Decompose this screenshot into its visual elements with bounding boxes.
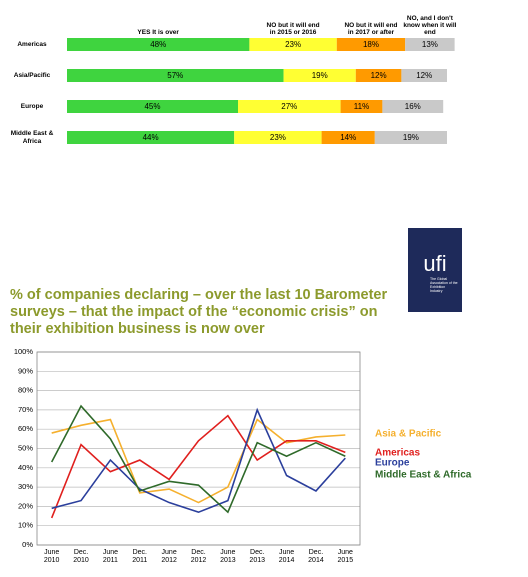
x-tick-label: June 2014 [278,549,295,564]
value-label: 12% [416,71,432,80]
x-tick-label: June 2015 [337,549,354,564]
value-label: 57% [167,71,183,80]
bar-segment [67,38,250,51]
legend-label: Americas [375,448,420,459]
legend-header: YES It is over [137,28,179,36]
line-series [50,404,346,514]
y-tick-label: 0% [22,540,33,549]
value-label: 23% [270,133,286,142]
value-label: 44% [143,133,159,142]
bar-segment [249,38,337,51]
x-tick-label: June 2011 [102,549,118,564]
x-tick-label: Dec. 2012 [190,549,207,564]
x-tick-label: June 2010 [43,549,60,564]
y-tick-label: 10% [18,521,33,530]
value-label: 11% [354,102,369,111]
category-label: Middle East & Africa [10,130,54,145]
x-tick-label: Dec. 2013 [249,549,265,564]
bar-segment [67,100,238,113]
line-series [51,407,346,514]
bar-segment [374,131,447,144]
bar-segment [321,131,375,144]
bar-segment [67,131,235,144]
bar-segment [283,69,356,82]
x-tick-label: June 2012 [161,549,177,564]
value-label: 14% [340,133,356,142]
legend-header: NO but it will end in 2015 or 2016 [266,21,320,36]
bar-segment [234,131,322,144]
y-tick-label: 100% [14,347,34,356]
category-label: Europe [20,102,44,110]
y-tick-label: 30% [18,482,33,491]
category-label: Asia/Pacific [13,71,51,79]
logo-text: ufi [423,251,447,276]
value-label: 19% [312,71,328,80]
bar-segment [238,100,341,113]
line-series [51,418,346,504]
value-label: 27% [281,102,297,111]
logo-tagline: The Global Association of the Exhibition… [430,277,458,293]
legend-label: Asia & Pacific [375,429,442,440]
value-label: 18% [363,40,379,49]
y-tick-label: 80% [18,386,33,395]
bar-segment [355,69,402,82]
bar-segment [405,38,455,51]
legend-header: NO but it will end in 2017 or after [344,21,398,36]
y-tick-label: 70% [18,405,33,414]
y-tick-label: 40% [18,463,33,472]
category-label: Americas [17,40,47,48]
value-label: 48% [150,40,166,49]
legend-label: Middle East & Africa [375,470,472,481]
value-label: 12% [371,71,387,80]
bar-segment [382,100,444,113]
value-label: 45% [144,102,160,111]
value-label: 19% [403,133,419,142]
x-tick-label: Dec. 2010 [73,549,89,564]
value-label: 16% [405,102,421,111]
y-tick-label: 90% [18,366,33,375]
legend-header: NO, and I don't know when it will end [403,14,457,36]
value-label: 23% [285,40,301,49]
x-tick-label: Dec. 2011 [132,549,148,564]
plot-border [36,351,361,546]
legend-label: Europe [375,458,410,469]
y-tick-label: 60% [18,424,33,433]
value-label: 13% [422,40,438,49]
bar-segment [336,38,406,51]
y-tick-label: 50% [18,443,33,452]
y-tick-label: 20% [18,501,33,510]
x-tick-label: June 2013 [220,549,236,564]
x-tick-label: Dec. 2014 [308,549,324,564]
chart-title: % of companies declaring – over the last… [10,287,388,337]
bar-segment [67,69,284,82]
bar-segment [340,100,383,113]
logo: ufi The Global Association of the Exhibi… [408,228,462,312]
bar-segment [401,69,447,82]
line-series [50,414,346,519]
